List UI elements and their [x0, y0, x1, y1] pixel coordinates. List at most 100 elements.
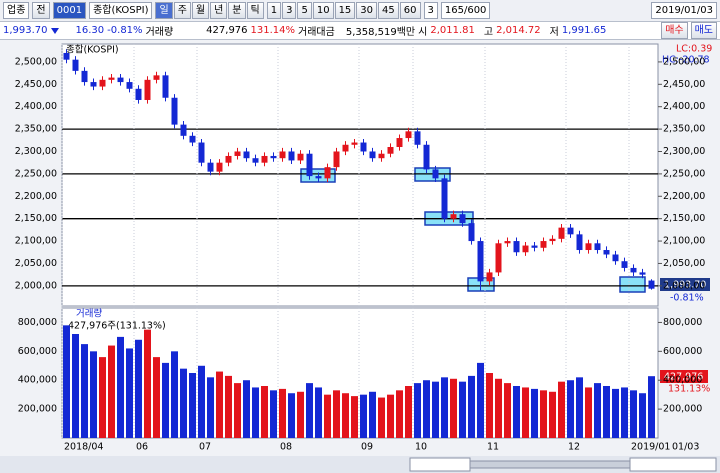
sell[interactable]: 매도: [690, 22, 717, 39]
x-tick-label: 09: [361, 442, 373, 453]
vol-label: 거래량: [145, 27, 174, 38]
candle-body: [441, 178, 448, 219]
scrollbar: [0, 456, 720, 473]
volume-bar: [297, 391, 304, 438]
y-tick-label: 2,200,00: [15, 191, 57, 202]
volume-bar: [387, 394, 394, 438]
candle-body: [405, 131, 412, 139]
x-tick-label: 10: [415, 442, 427, 453]
candle-body: [279, 151, 286, 159]
interval-button[interactable]: 3: [282, 2, 297, 19]
candle-body: [585, 243, 592, 251]
code[interactable]: 0001: [52, 2, 87, 19]
open: 2,011.81: [430, 25, 475, 36]
candle-body: [108, 77, 115, 80]
volume-bar: [576, 377, 583, 438]
interval-button[interactable]: 10: [312, 2, 334, 19]
date[interactable]: 2019/01/03: [651, 2, 717, 19]
interval-button[interactable]: 45: [378, 2, 399, 19]
y-tick-label-right: 2,250,00: [663, 168, 705, 179]
y-tick-label-right: 2,350,00: [663, 124, 705, 135]
scroll-track[interactable]: [469, 460, 651, 469]
tool-buttons[interactable]: [629, 457, 717, 472]
candle-body: [522, 245, 529, 253]
candle-body: [342, 144, 349, 152]
buy[interactable]: 매수: [661, 22, 688, 39]
volume-bar: [549, 391, 556, 438]
count: 165/600: [440, 2, 491, 19]
low-label: 저: [549, 27, 559, 38]
y-tick-label: 2,350,00: [15, 124, 57, 135]
volume-bar: [324, 394, 331, 438]
period-button[interactable]: 월: [191, 2, 210, 19]
down-arrow: [50, 27, 59, 34]
interval-button[interactable]: 5: [297, 2, 312, 19]
volume-tick-label: 600,000: [18, 346, 57, 357]
volume-bar: [333, 390, 340, 438]
y-tick-label: 2,250,00: [15, 168, 57, 179]
nav-buttons[interactable]: [409, 457, 471, 472]
volume-bar: [540, 390, 547, 438]
volume-bar: [630, 390, 637, 438]
volume-bar: [63, 325, 70, 438]
candle-body: [90, 82, 97, 87]
candle-body: [198, 142, 205, 163]
candle-body: [387, 147, 394, 154]
y-tick-label: 2,050,00: [15, 258, 57, 269]
volume-bar: [441, 377, 448, 438]
volume-bar: [216, 371, 223, 438]
volume-bar: [252, 387, 259, 438]
volume-bar: [450, 378, 457, 438]
candle-body: [495, 243, 502, 273]
volume-bar: [459, 381, 466, 438]
volume-bar: [189, 373, 196, 438]
x-tick-label: 12: [568, 442, 580, 453]
high: 2,014.72: [496, 25, 541, 36]
y-tick-label-right: 2,000,00: [663, 280, 705, 291]
x-tick-label: 07: [199, 442, 211, 453]
candle-body: [648, 280, 655, 289]
interval-button[interactable]: 30: [356, 2, 378, 19]
period-button[interactable]: 주: [173, 2, 191, 19]
candle-body: [396, 138, 403, 148]
y-tick-label: 2,000,00: [15, 280, 57, 291]
pct: -0.81%: [107, 25, 143, 36]
candle-body: [612, 254, 619, 262]
market[interactable]: 업종: [3, 2, 30, 19]
period-button[interactable]: 틱: [246, 2, 264, 19]
volume-bar: [108, 345, 115, 438]
all-button[interactable]: 전: [32, 2, 50, 19]
candle-body: [99, 79, 106, 87]
candle-body: [477, 241, 484, 282]
high-label: 고: [483, 27, 494, 38]
period-button[interactable]: 일: [155, 2, 173, 19]
candle-body: [558, 227, 565, 239]
interval-button[interactable]: 15: [334, 2, 356, 19]
y-tick-label-right: 2,100,00: [663, 236, 705, 247]
count-n[interactable]: 3: [423, 2, 438, 19]
candle-body: [189, 135, 196, 143]
interval-button[interactable]: 60: [399, 2, 421, 19]
volume-bar: [81, 344, 88, 438]
lc-label: LC:0.39: [676, 44, 712, 55]
candle-body: [216, 162, 223, 172]
last-price-badge: [660, 278, 710, 291]
volume-tick-label-right: 200,000: [663, 404, 702, 415]
candle-body: [423, 144, 430, 170]
volume-bar: [558, 381, 565, 438]
candle-body: [171, 97, 178, 125]
candle-body: [234, 151, 241, 156]
volume-bar: [621, 387, 628, 438]
intervals: 1 3 5 10 15 30 45 60: [266, 2, 421, 19]
period-button[interactable]: 분: [228, 2, 246, 19]
candle-body: [360, 142, 367, 152]
candle-body: [486, 272, 493, 282]
candle-body: [63, 52, 70, 60]
volume-tick-label-right: 800,000: [663, 317, 702, 328]
candle-body: [243, 151, 250, 159]
candle-body: [468, 223, 475, 242]
y-tick-label: 2,500,00: [15, 56, 57, 67]
period-button[interactable]: 년: [210, 2, 228, 19]
interval-button[interactable]: 1: [266, 2, 282, 19]
